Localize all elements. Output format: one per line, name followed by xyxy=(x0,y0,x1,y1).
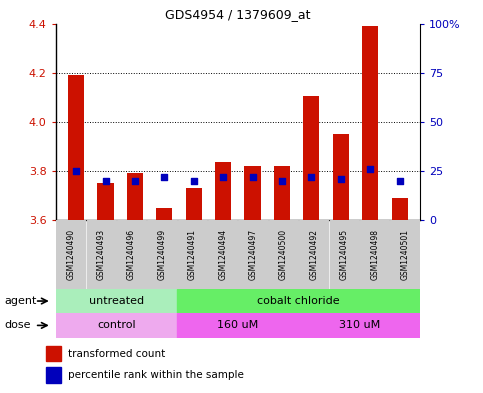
Point xyxy=(337,176,345,182)
Point xyxy=(219,174,227,180)
Bar xyxy=(274,166,290,220)
Point xyxy=(396,178,403,184)
Bar xyxy=(390,220,420,289)
Bar xyxy=(46,346,61,361)
Text: GSM1240496: GSM1240496 xyxy=(127,229,136,280)
Bar xyxy=(177,313,298,338)
Bar xyxy=(362,26,378,220)
Bar xyxy=(299,220,328,289)
Text: GSM1240498: GSM1240498 xyxy=(370,229,379,280)
Bar xyxy=(127,173,143,220)
Bar xyxy=(156,208,172,220)
Text: GSM1240493: GSM1240493 xyxy=(97,229,106,280)
Text: 310 uM: 310 uM xyxy=(339,320,380,331)
Text: GSM1240494: GSM1240494 xyxy=(218,229,227,280)
Bar xyxy=(333,134,349,220)
Bar xyxy=(329,220,359,289)
Text: GSM1240495: GSM1240495 xyxy=(340,229,349,280)
Bar xyxy=(239,220,268,289)
Point xyxy=(102,178,110,184)
Text: dose: dose xyxy=(5,320,31,331)
Bar xyxy=(56,313,177,338)
Point xyxy=(308,174,315,180)
Point xyxy=(249,174,256,180)
Point xyxy=(72,168,80,174)
Bar xyxy=(177,289,420,313)
Point xyxy=(190,178,198,184)
Text: GSM1240497: GSM1240497 xyxy=(249,229,257,280)
Text: GSM1240490: GSM1240490 xyxy=(66,229,75,280)
Text: cobalt chloride: cobalt chloride xyxy=(257,296,340,306)
Point xyxy=(366,166,374,172)
Text: transformed count: transformed count xyxy=(69,349,166,359)
Text: agent: agent xyxy=(5,296,37,306)
Text: GSM1240501: GSM1240501 xyxy=(400,229,410,280)
Text: percentile rank within the sample: percentile rank within the sample xyxy=(69,370,244,380)
Text: control: control xyxy=(97,320,136,331)
Text: GSM1240492: GSM1240492 xyxy=(309,229,318,280)
Bar xyxy=(68,75,84,220)
Point xyxy=(278,178,286,184)
Bar xyxy=(86,220,116,289)
Point xyxy=(131,178,139,184)
Bar xyxy=(215,162,231,220)
Text: 160 uM: 160 uM xyxy=(217,320,258,331)
Point xyxy=(160,174,168,180)
Bar xyxy=(298,313,420,338)
Text: untreated: untreated xyxy=(89,296,144,306)
Bar xyxy=(147,220,176,289)
Bar xyxy=(269,220,298,289)
Bar xyxy=(208,220,237,289)
Bar xyxy=(178,220,207,289)
Bar xyxy=(46,367,61,383)
Bar xyxy=(185,188,202,220)
Bar xyxy=(303,96,319,220)
Bar xyxy=(98,183,114,220)
Bar xyxy=(117,220,146,289)
Bar xyxy=(360,220,389,289)
Bar xyxy=(56,220,85,289)
Bar xyxy=(392,198,408,220)
Text: GSM1240499: GSM1240499 xyxy=(157,229,167,280)
Text: GSM1240500: GSM1240500 xyxy=(279,229,288,280)
Text: GSM1240491: GSM1240491 xyxy=(188,229,197,280)
Bar xyxy=(56,289,177,313)
Bar xyxy=(244,166,261,220)
Title: GDS4954 / 1379609_at: GDS4954 / 1379609_at xyxy=(165,8,311,21)
